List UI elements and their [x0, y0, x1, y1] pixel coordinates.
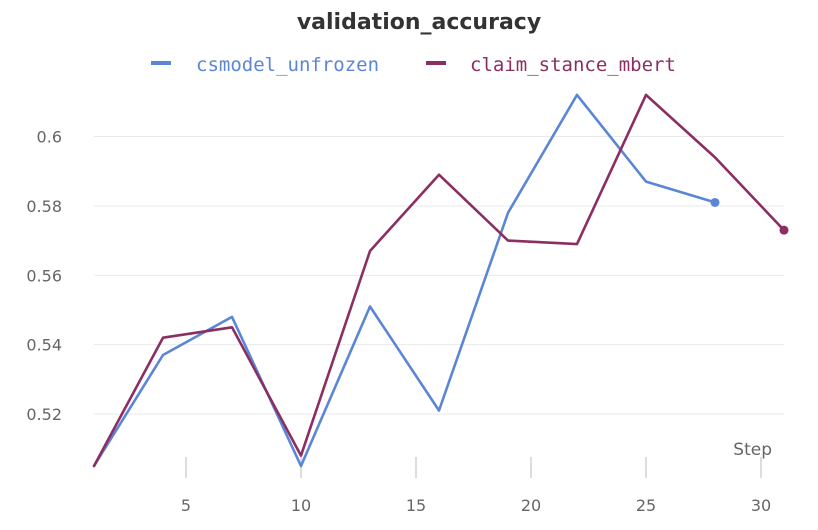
y-tick-label: 0.58: [26, 197, 62, 216]
x-tick-label: 25: [636, 496, 656, 515]
x-axis-title: Step: [733, 440, 772, 460]
legend: csmodel_unfrozen claim_stance_mbert: [151, 54, 676, 76]
x-axis-ticks: 5 10 15 20 25 30: [181, 457, 771, 515]
series-layer: [92, 93, 789, 468]
x-tick-label: 5: [181, 496, 191, 515]
series-end-point-claim-stance-mbert: [779, 225, 789, 235]
x-tick-label: 20: [521, 496, 541, 515]
legend-label-claim-stance-mbert: claim_stance_mbert: [470, 54, 676, 76]
y-tick-label: 0.54: [26, 336, 62, 355]
series-line-claim-stance-mbert: [92, 93, 786, 468]
y-tick-label: 0.56: [26, 266, 62, 285]
series-line-csmodel-unfrozen: [92, 93, 717, 468]
chart-title: validation_accuracy: [297, 10, 541, 35]
x-tick-label: 10: [291, 496, 311, 515]
y-axis-ticks: 0.52 0.54 0.56 0.58 0.6: [26, 128, 62, 424]
x-tick-label: 15: [406, 496, 426, 515]
y-gridlines: [94, 136, 784, 415]
legend-label-csmodel-unfrozen: csmodel_unfrozen: [196, 54, 379, 76]
y-tick-label: 0.52: [26, 405, 62, 424]
series-end-point-csmodel-unfrozen: [710, 197, 720, 207]
x-tick-label: 30: [751, 496, 771, 515]
y-tick-label: 0.6: [37, 128, 62, 147]
